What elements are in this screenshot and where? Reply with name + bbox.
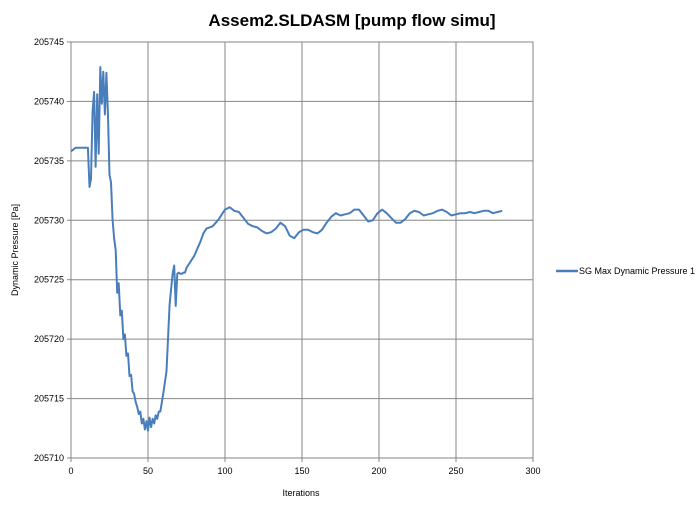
series-group — [70, 66, 503, 432]
y-tick-label: 205730 — [34, 215, 64, 225]
x-tick-label: 50 — [143, 466, 153, 476]
y-tick-label: 205715 — [34, 394, 64, 404]
y-tick-label: 205745 — [34, 37, 64, 47]
plot-area: 205710 205715 205720 205725 205730 205735 2057… — [34, 37, 541, 476]
y-tick-label: 205710 — [34, 453, 64, 463]
x-tick-label: 100 — [217, 466, 232, 476]
x-tick-label: 150 — [294, 466, 309, 476]
x-tick-label: 250 — [448, 466, 463, 476]
x-tick-label: 0 — [68, 466, 73, 476]
y-axis-ticks: 205710 205715 205720 205725 205730 205735 2057… — [34, 37, 71, 463]
y-axis-label: Dynamic Pressure [Pa] — [10, 204, 20, 296]
y-tick-label: 205740 — [34, 96, 64, 106]
x-tick-label: 200 — [371, 466, 386, 476]
x-axis-ticks: 0 50 100 150 200 250 300 — [68, 458, 541, 476]
legend: SG Max Dynamic Pressure 1 — [556, 266, 695, 276]
x-axis-label: Iterations — [282, 488, 320, 498]
x-tick-label: 300 — [525, 466, 540, 476]
y-tick-label: 205735 — [34, 156, 64, 166]
legend-label: SG Max Dynamic Pressure 1 — [579, 266, 695, 276]
series-line — [70, 66, 503, 432]
y-tick-label: 205720 — [34, 334, 64, 344]
chart-title: Assem2.SLDASM [pump flow simu] — [208, 11, 495, 30]
y-tick-label: 205725 — [34, 275, 64, 285]
